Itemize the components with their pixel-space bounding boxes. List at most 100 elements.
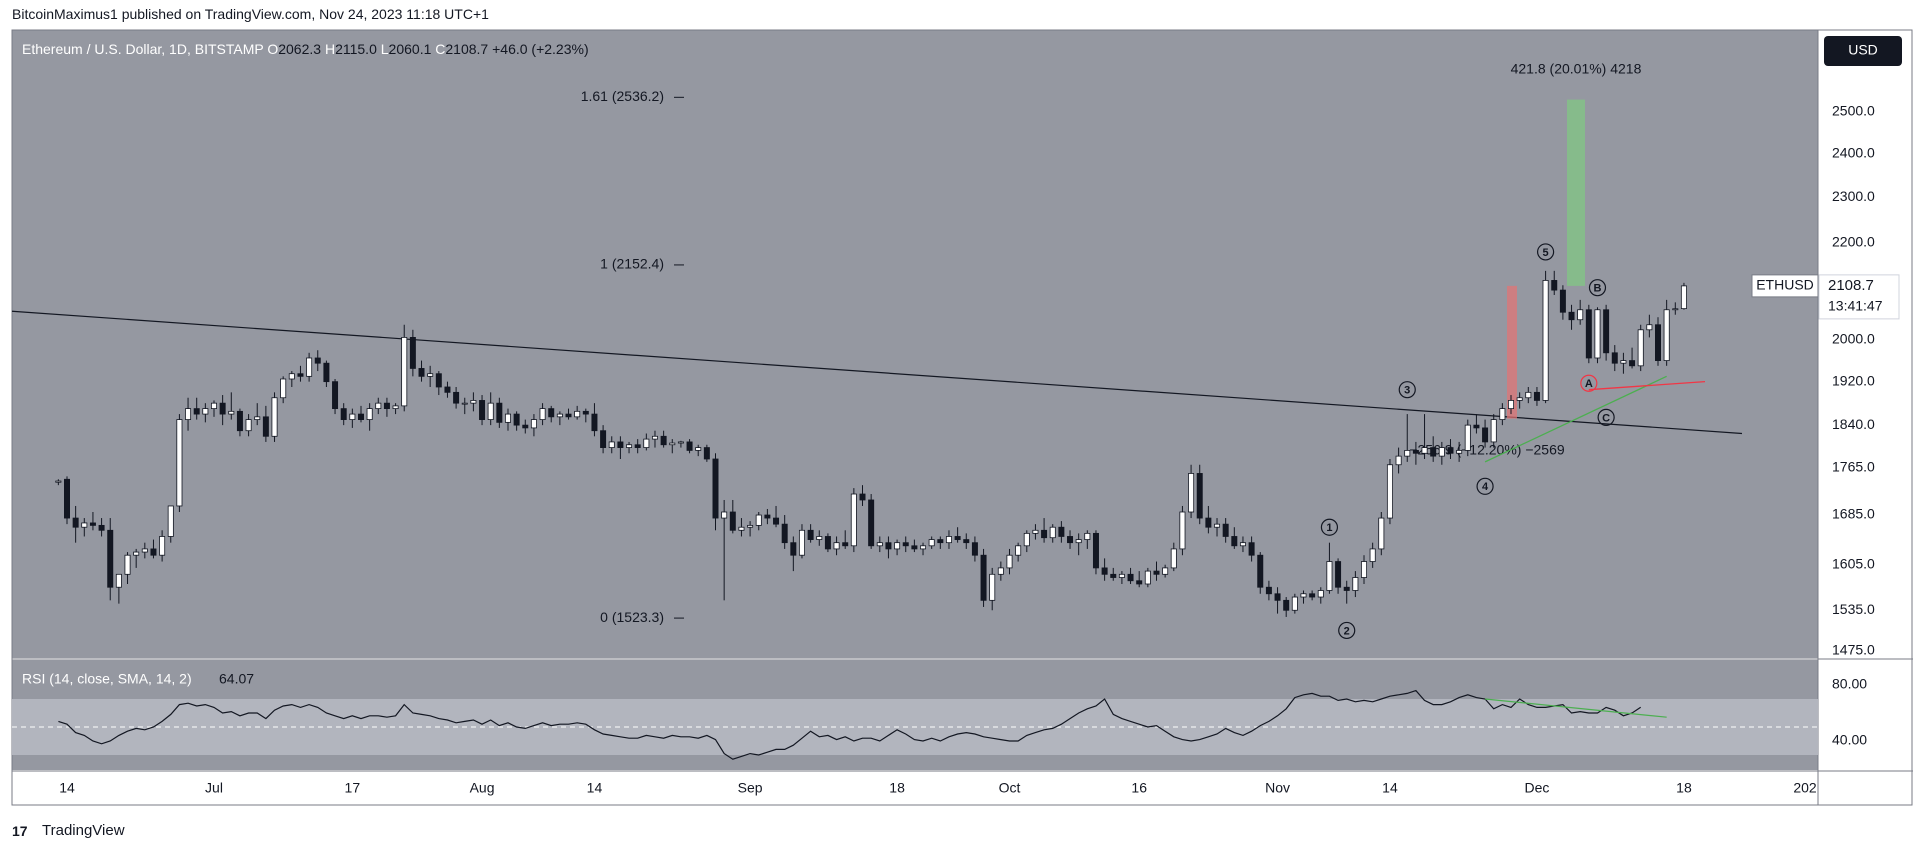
candle-body xyxy=(686,441,693,451)
candle-body xyxy=(1464,424,1471,451)
candle xyxy=(1343,580,1350,604)
candle xyxy=(1464,419,1471,457)
candle-body xyxy=(522,424,529,429)
candle xyxy=(1015,542,1022,562)
candle-body xyxy=(1274,593,1281,601)
candle xyxy=(1421,414,1428,459)
candle xyxy=(1006,548,1013,575)
candle-body xyxy=(150,548,157,556)
rsi-tick-label: 40.00 xyxy=(1832,732,1867,748)
candle-body xyxy=(1646,324,1653,331)
candle xyxy=(280,376,287,404)
symbol-tag-box xyxy=(1751,274,1819,298)
candle xyxy=(340,403,347,426)
candle xyxy=(1196,464,1203,525)
candle xyxy=(1611,345,1618,372)
candle-body xyxy=(141,548,148,553)
candle xyxy=(323,360,330,387)
candle xyxy=(55,479,62,486)
candle-body xyxy=(920,545,927,550)
candle-body xyxy=(1438,447,1445,457)
y-tick-label: 1685.0 xyxy=(1832,506,1875,522)
y-tick-label: 2500.0 xyxy=(1832,103,1875,119)
candle-body xyxy=(314,357,321,364)
candle-body xyxy=(133,551,140,556)
candle-body xyxy=(1214,523,1221,528)
candle xyxy=(366,403,373,431)
candle-body xyxy=(1629,360,1636,367)
candle xyxy=(1637,324,1644,372)
candle xyxy=(816,530,823,546)
last-price-tag: 2108.7 xyxy=(1828,277,1874,294)
candle xyxy=(1162,564,1169,578)
candle-body xyxy=(1404,450,1411,457)
candle-body xyxy=(340,408,347,420)
candle xyxy=(980,548,987,607)
candle-body xyxy=(444,386,451,393)
candle-body xyxy=(1127,573,1134,582)
candle-body xyxy=(980,554,987,601)
candle-body xyxy=(1594,309,1601,359)
candle xyxy=(107,518,114,601)
candle xyxy=(1144,567,1151,588)
stop-measure-box xyxy=(1507,285,1517,419)
candle xyxy=(1438,441,1445,465)
candle xyxy=(1326,542,1333,594)
candle xyxy=(1291,593,1298,614)
candle xyxy=(72,505,79,543)
candle-body xyxy=(323,362,330,383)
x-tick-label: 14 xyxy=(59,780,75,796)
candle xyxy=(824,533,831,553)
y-tick-label: 2400.0 xyxy=(1832,144,1875,160)
candle xyxy=(1179,505,1186,556)
candle xyxy=(1023,530,1030,553)
candle xyxy=(1239,536,1246,553)
wave-label-circle xyxy=(1580,374,1598,392)
candle-body xyxy=(755,514,762,526)
candle xyxy=(1568,304,1575,330)
candle xyxy=(859,485,866,506)
candle xyxy=(651,430,658,448)
candle-body xyxy=(989,573,996,601)
candle-body xyxy=(1110,573,1117,578)
candle xyxy=(842,530,849,549)
candle xyxy=(729,499,736,534)
candle xyxy=(383,397,390,417)
candle-body xyxy=(1153,570,1160,575)
low-label: L xyxy=(381,41,389,57)
candle xyxy=(1361,555,1368,584)
candle-body xyxy=(850,493,857,547)
candle xyxy=(185,397,192,431)
candle xyxy=(721,499,728,601)
stop-measure-label: −256.9 (−12.20%) −2569 xyxy=(1409,442,1565,458)
candle-body xyxy=(894,542,901,550)
candle xyxy=(738,518,745,537)
candle-body xyxy=(1317,590,1324,598)
wave-label-circle xyxy=(1338,621,1356,640)
candle xyxy=(1369,542,1376,568)
candle xyxy=(997,561,1004,581)
candle-body xyxy=(1239,542,1246,547)
candle-body xyxy=(971,542,978,556)
candle xyxy=(591,403,598,437)
candle-body xyxy=(954,536,961,540)
candle xyxy=(781,515,788,549)
candle xyxy=(444,381,451,398)
candle xyxy=(487,392,494,426)
candle-body xyxy=(781,523,788,544)
symbol-title: Ethereum / U.S. Dollar, 1D, BITSTAMP xyxy=(22,41,267,57)
candle xyxy=(1663,299,1670,366)
candle xyxy=(1430,436,1437,462)
candle-body xyxy=(1499,408,1506,420)
candle xyxy=(1404,414,1411,462)
candle xyxy=(894,539,901,556)
candle-body xyxy=(868,499,875,547)
candle xyxy=(314,350,321,372)
candle-body xyxy=(643,438,650,448)
candle xyxy=(306,352,313,382)
x-tick-label: 14 xyxy=(1382,780,1398,796)
candle xyxy=(245,414,252,437)
candle xyxy=(89,511,96,531)
currency-button[interactable] xyxy=(1824,36,1902,66)
